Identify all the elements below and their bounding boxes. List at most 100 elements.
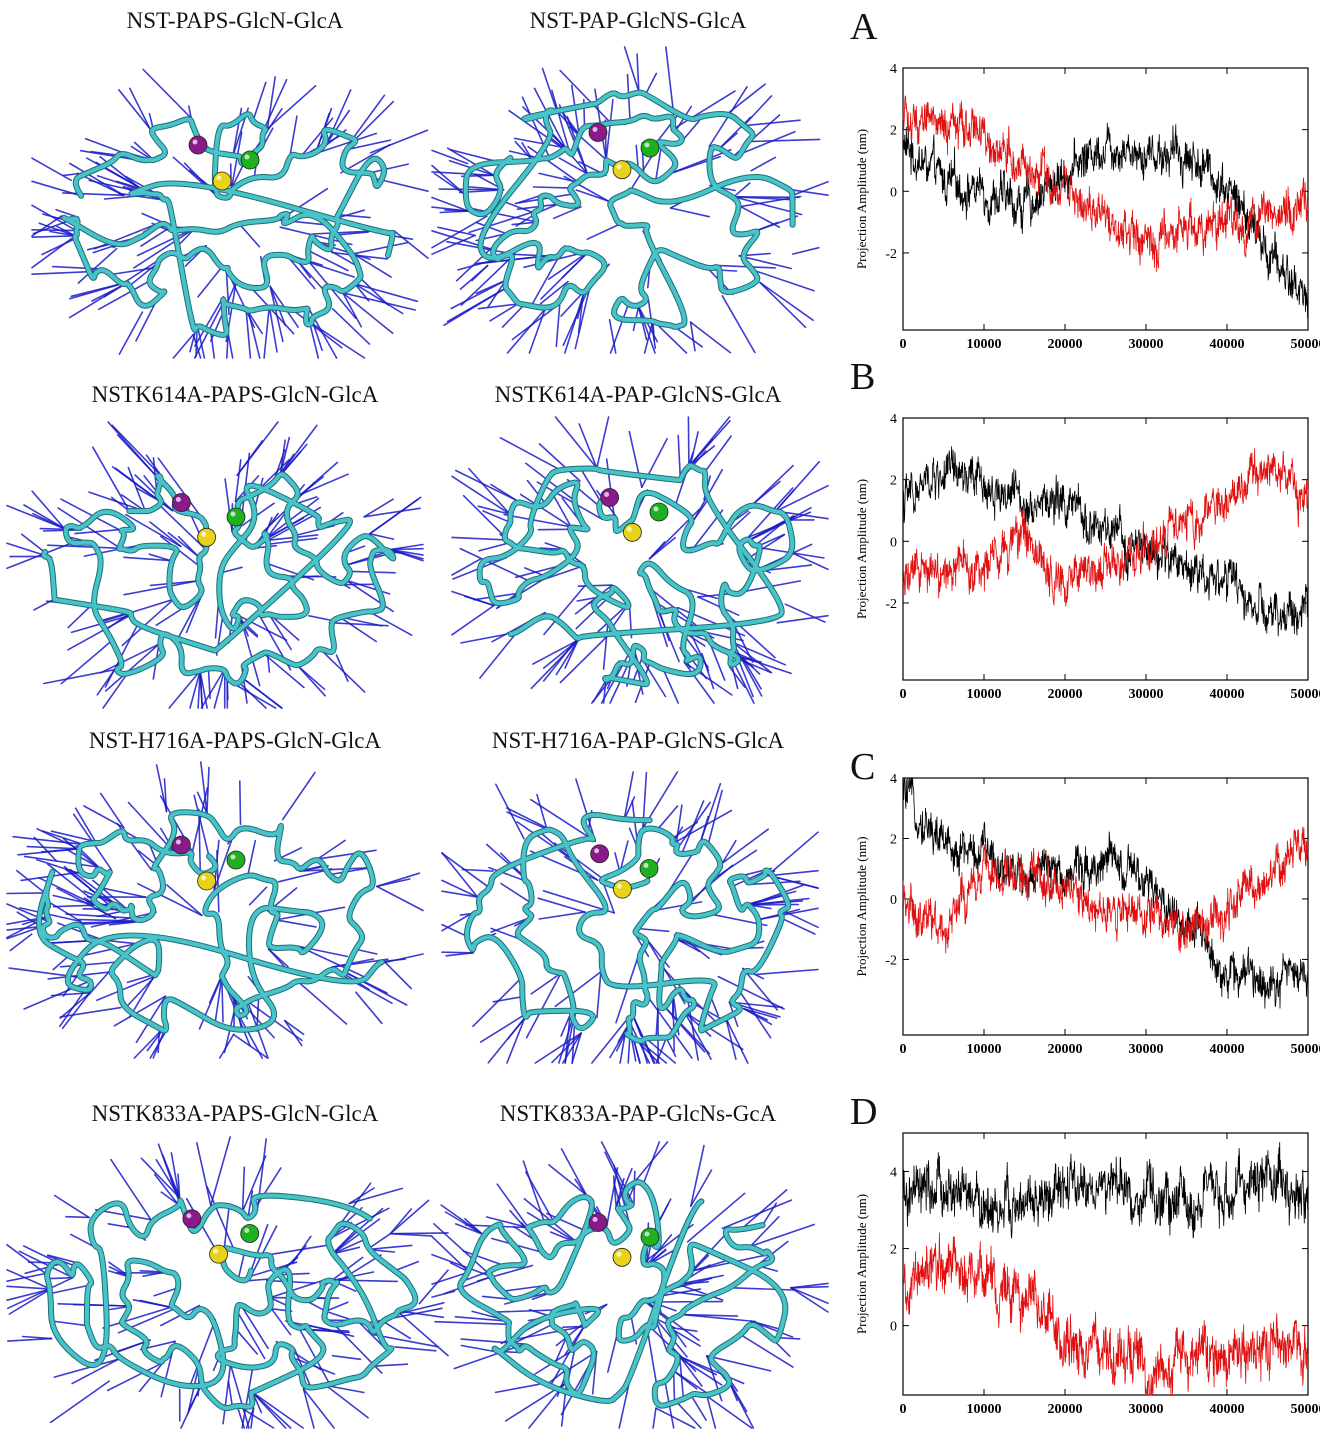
x-tick-label: 20000	[1048, 1402, 1083, 1417]
motion-vector	[194, 296, 225, 347]
motion-vector	[721, 295, 756, 354]
motion-vector	[277, 868, 333, 883]
motion-vector	[46, 544, 122, 550]
motion-vector	[464, 185, 505, 191]
motion-vector	[49, 1284, 89, 1295]
motion-vector	[540, 250, 590, 300]
motion-vector	[270, 1244, 329, 1256]
motion-vector	[302, 1388, 315, 1429]
motion-vector	[90, 911, 157, 928]
motion-vector	[596, 970, 602, 1019]
motion-vector	[297, 665, 327, 697]
motion-vector	[31, 490, 66, 530]
motion-vector	[527, 145, 580, 184]
motion-vector	[559, 69, 612, 124]
motion-vector	[241, 1368, 254, 1429]
motion-vector	[189, 670, 201, 709]
motion-vector	[6, 1285, 52, 1290]
motion-vector	[487, 1010, 531, 1064]
motion-vector	[674, 452, 694, 506]
motion-vector	[283, 1019, 303, 1047]
motion-vector	[359, 277, 389, 306]
motion-vector	[774, 484, 829, 513]
motion-vector	[251, 1391, 304, 1429]
motion-vector	[384, 961, 413, 990]
y-tick-label: -2	[885, 597, 897, 612]
motion-vector	[57, 507, 122, 550]
motion-vector	[49, 1380, 110, 1424]
motion-vector	[439, 210, 470, 214]
motion-vector	[368, 498, 419, 535]
x-tick-label: 20000	[1048, 1042, 1083, 1057]
motion-vector	[522, 1160, 545, 1222]
motion-vector	[279, 439, 286, 475]
motion-vector	[302, 1388, 335, 1429]
motion-vector	[446, 147, 495, 177]
motion-vector	[648, 537, 676, 560]
motion-vector	[642, 659, 667, 698]
motion-vector	[239, 780, 242, 825]
sphere-highlight	[616, 164, 622, 170]
motion-vector	[335, 654, 349, 683]
motion-vector	[576, 294, 584, 320]
motion-vector	[107, 1223, 131, 1229]
motion-vector	[371, 163, 409, 174]
motion-vector	[475, 221, 508, 235]
motion-vector	[189, 1318, 217, 1385]
motion-vector	[619, 1032, 626, 1064]
x-tick-label: 10000	[967, 1042, 1002, 1057]
motion-vector	[389, 548, 424, 556]
projection-chart-a: Projection Amplitude (nm) 0 10000 20000 3000…	[854, 62, 1320, 352]
motion-vector	[543, 585, 586, 636]
motion-vector	[431, 1253, 493, 1278]
motion-vector	[33, 598, 56, 611]
motion-vector	[644, 72, 658, 95]
motion-vector	[705, 1355, 772, 1372]
motion-vector	[393, 230, 429, 259]
motion-vector	[65, 1215, 90, 1219]
sphere-yellow	[622, 522, 642, 542]
motion-vector	[575, 189, 609, 202]
motion-vector	[345, 579, 391, 595]
motion-vector	[721, 1199, 793, 1230]
y-tick-label: 0	[890, 1320, 897, 1335]
motion-vector	[689, 1144, 705, 1207]
motion-vector	[678, 1355, 685, 1403]
motion-vector	[23, 855, 99, 868]
motion-vector	[560, 1148, 588, 1196]
motion-vector	[453, 1343, 526, 1370]
motion-vector	[395, 1309, 449, 1357]
protein-structure-r1-right	[431, 46, 829, 354]
motion-vector	[705, 435, 732, 472]
motion-vector	[22, 1245, 55, 1262]
motion-vector	[31, 157, 72, 182]
motion-vector	[612, 1175, 617, 1208]
motion-vector	[367, 610, 413, 636]
sphere-highlight	[594, 848, 600, 854]
motion-vector	[251, 288, 295, 335]
motion-vector	[604, 1151, 625, 1193]
motion-vector	[671, 90, 736, 131]
motion-vector	[283, 1019, 305, 1036]
motion-vector	[241, 1155, 267, 1213]
sphere-highlight	[175, 839, 181, 845]
motion-vector	[26, 845, 80, 850]
motion-vector	[311, 849, 377, 861]
motion-vector	[749, 1223, 816, 1248]
motion-vector	[503, 513, 572, 528]
motion-vector	[743, 1008, 773, 1026]
sphere-highlight	[216, 175, 222, 181]
motion-vector	[91, 284, 124, 302]
motion-vector	[291, 1235, 312, 1264]
motion-vector	[242, 677, 283, 709]
y-axis-label: Projection Amplitude (nm)	[854, 479, 869, 619]
motion-vector	[306, 249, 349, 272]
motion-vector	[250, 1223, 269, 1272]
motion-vector	[451, 536, 505, 541]
motion-vector	[464, 595, 495, 607]
motion-vector	[118, 192, 165, 201]
panel-letter-b: B	[850, 356, 876, 398]
motion-vector	[605, 98, 614, 161]
motion-vector	[513, 137, 567, 149]
